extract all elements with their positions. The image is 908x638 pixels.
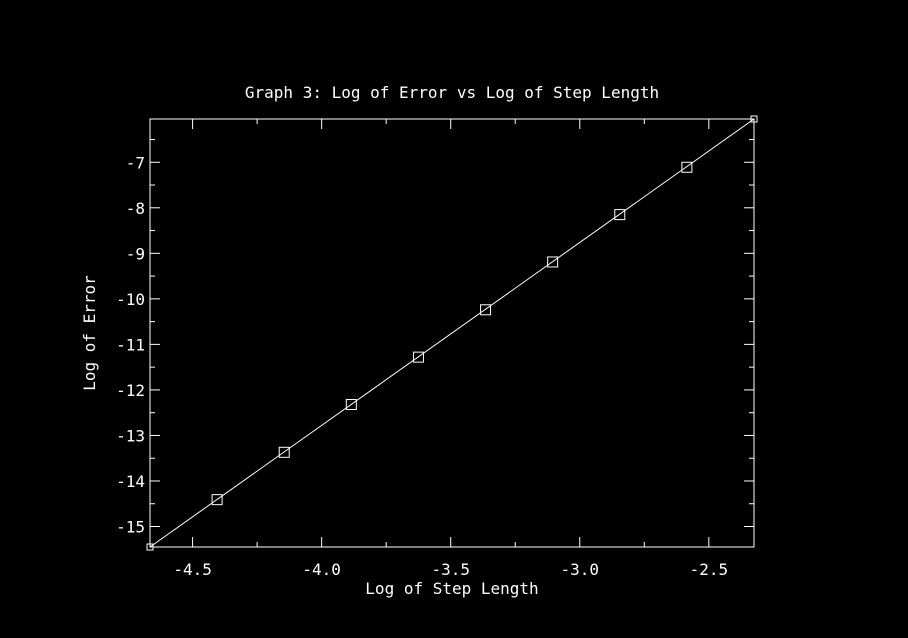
plot-area-frame (149, 118, 755, 548)
data-point-marker (681, 161, 693, 173)
y-tick-label: -14 (116, 472, 145, 491)
data-point-marker (480, 304, 492, 316)
y-tick-label: -9 (126, 244, 145, 263)
x-tick-label: -4.0 (302, 560, 341, 579)
y-tick-label: -11 (116, 335, 145, 354)
y-tick-label: -15 (116, 518, 145, 537)
x-tick-label: -3.0 (561, 560, 600, 579)
y-tick-label: -7 (126, 153, 145, 172)
x-tick-label: -2.5 (690, 560, 729, 579)
y-axis-label: Log of Error (80, 275, 99, 391)
data-point-marker (278, 446, 290, 458)
data-point-marker (412, 351, 424, 363)
y-tick-label: -12 (116, 381, 145, 400)
line-endpoint-marker (146, 543, 154, 551)
axis-ticks (150, 119, 754, 547)
data-point-marker (211, 494, 223, 506)
data-points (211, 161, 693, 506)
fit-line (149, 118, 755, 548)
y-tick-label: -8 (126, 199, 145, 218)
fit-line-layer (146, 115, 758, 551)
chart-title: Graph 3: Log of Error vs Log of Step Len… (245, 83, 659, 102)
x-tick-label: -4.5 (173, 560, 212, 579)
x-axis-label: Log of Step Length (365, 579, 538, 598)
data-point-marker (345, 398, 357, 410)
y-tick-label: -13 (116, 426, 145, 445)
line-endpoint-marker (750, 115, 758, 123)
x-tick-label: -3.5 (431, 560, 470, 579)
y-tick-label: -10 (116, 290, 145, 309)
data-point-marker (614, 209, 626, 221)
axis-tick-labels: -4.5 -4.0 -3.5 -3.0 -2.5 -7 -8 -9 -10 -11 -12 -13 -1… (116, 153, 728, 579)
data-point-marker (547, 256, 559, 268)
